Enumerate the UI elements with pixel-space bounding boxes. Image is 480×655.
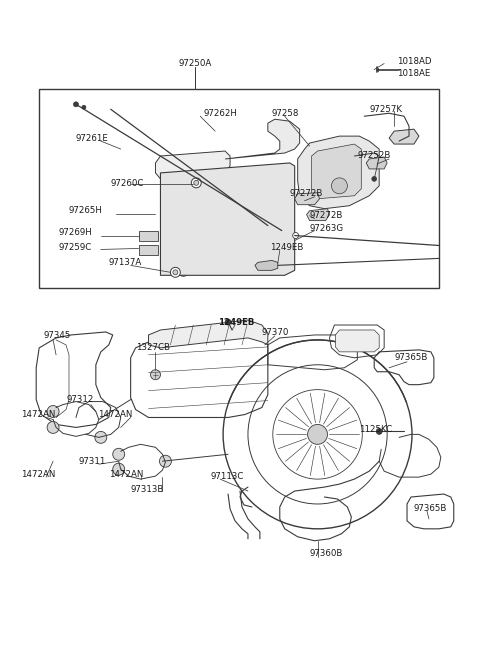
Polygon shape — [139, 231, 158, 240]
Ellipse shape — [172, 192, 194, 223]
Text: 97312: 97312 — [66, 395, 94, 404]
Circle shape — [194, 180, 199, 185]
Text: 97262H: 97262H — [203, 109, 237, 118]
Circle shape — [173, 270, 178, 275]
Text: 97272B: 97272B — [290, 189, 323, 198]
Polygon shape — [389, 129, 419, 144]
Text: 97137A: 97137A — [109, 258, 142, 267]
Text: 1327CB: 1327CB — [136, 343, 169, 352]
Circle shape — [192, 178, 201, 188]
Text: 97258: 97258 — [272, 109, 299, 118]
Polygon shape — [307, 209, 329, 221]
Circle shape — [73, 102, 78, 107]
Text: 97257K: 97257K — [369, 105, 402, 114]
Text: 1472AN: 1472AN — [21, 410, 56, 419]
Text: 1018AD: 1018AD — [397, 57, 432, 66]
Polygon shape — [295, 193, 320, 205]
Text: 1125KC: 1125KC — [360, 425, 393, 434]
Polygon shape — [366, 157, 387, 169]
Ellipse shape — [174, 228, 192, 253]
Polygon shape — [336, 330, 379, 352]
Circle shape — [170, 267, 180, 277]
Polygon shape — [156, 151, 230, 179]
Polygon shape — [298, 136, 379, 209]
Circle shape — [225, 319, 231, 325]
Text: 97269H: 97269H — [58, 228, 92, 237]
Circle shape — [47, 421, 59, 434]
Text: 97360B: 97360B — [310, 549, 343, 558]
Polygon shape — [148, 320, 268, 348]
Circle shape — [95, 432, 107, 443]
Circle shape — [376, 428, 382, 434]
Text: 97272B: 97272B — [310, 211, 343, 220]
Text: 1249EB: 1249EB — [218, 318, 254, 327]
Text: 97113C: 97113C — [210, 472, 243, 481]
Text: 1472AN: 1472AN — [21, 470, 56, 479]
Circle shape — [113, 448, 125, 460]
Text: 97365B: 97365B — [414, 504, 447, 514]
Polygon shape — [160, 163, 295, 275]
Circle shape — [47, 405, 59, 417]
Circle shape — [82, 105, 86, 109]
Text: 97370: 97370 — [262, 328, 289, 337]
Circle shape — [113, 463, 125, 475]
Text: 97261E: 97261E — [76, 134, 109, 143]
Text: 97311: 97311 — [79, 457, 106, 466]
Text: 97313B: 97313B — [131, 485, 164, 494]
Text: 97265H: 97265H — [68, 206, 102, 215]
Text: 97250A: 97250A — [179, 59, 212, 68]
Text: 97260C: 97260C — [111, 179, 144, 189]
Text: 1472AN: 1472AN — [98, 410, 132, 419]
Text: 97345: 97345 — [43, 331, 71, 341]
Polygon shape — [225, 119, 300, 159]
Text: 97263G: 97263G — [310, 224, 344, 233]
Text: 1249EB: 1249EB — [270, 243, 303, 252]
Circle shape — [159, 455, 171, 467]
Text: 1018AE: 1018AE — [397, 69, 431, 78]
Text: 97365B: 97365B — [394, 353, 428, 362]
Bar — [39, 89, 439, 288]
Circle shape — [293, 233, 299, 238]
Ellipse shape — [175, 254, 192, 276]
Circle shape — [372, 176, 377, 181]
Circle shape — [332, 178, 348, 194]
Text: 1472AN: 1472AN — [109, 470, 143, 479]
Circle shape — [151, 370, 160, 380]
Circle shape — [308, 424, 327, 444]
Text: 97259C: 97259C — [58, 243, 91, 252]
Text: 97252B: 97252B — [357, 151, 391, 160]
Polygon shape — [312, 144, 361, 198]
Polygon shape — [139, 246, 158, 255]
Polygon shape — [255, 261, 278, 271]
